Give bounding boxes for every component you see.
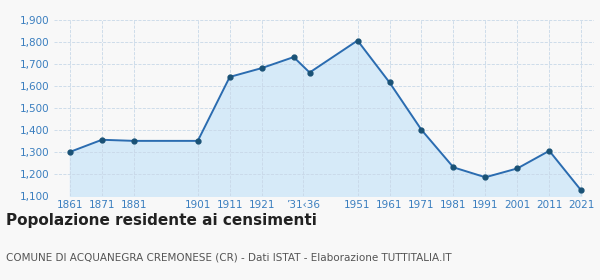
Text: COMUNE DI ACQUANEGRA CREMONESE (CR) - Dati ISTAT - Elaborazione TUTTITALIA.IT: COMUNE DI ACQUANEGRA CREMONESE (CR) - Da… [6,252,452,262]
Text: Popolazione residente ai censimenti: Popolazione residente ai censimenti [6,213,317,228]
